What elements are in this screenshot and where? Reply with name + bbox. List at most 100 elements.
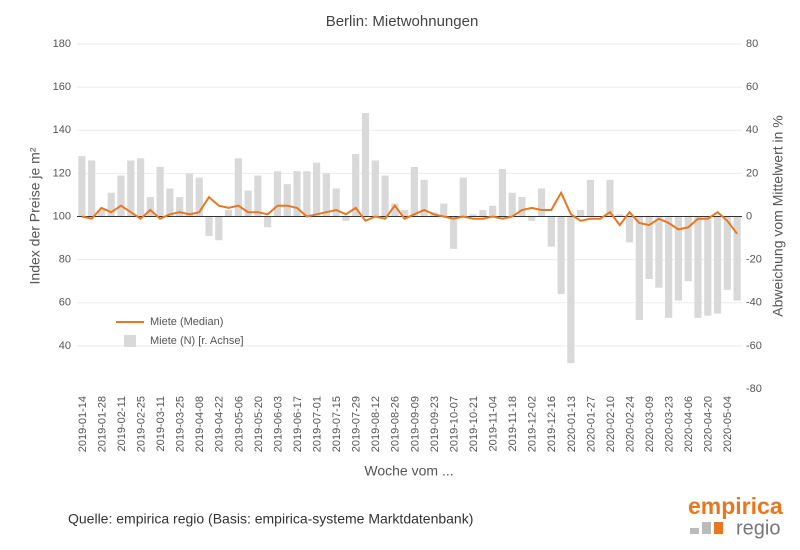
- bar: [156, 166, 164, 217]
- bar: [205, 216, 213, 236]
- x-tick-label: 2019-10-07: [448, 396, 460, 452]
- line: [81, 190, 738, 235]
- y2-axis-title: Abweichung vom Mittelwert in %: [770, 115, 786, 317]
- bar: [283, 184, 291, 217]
- x-tick-label: 2019-03-25: [175, 396, 187, 452]
- y2-tick-label: -20: [746, 254, 762, 266]
- bar: [479, 210, 487, 217]
- bar: [733, 216, 741, 301]
- bar: [234, 158, 242, 217]
- bar: [293, 171, 301, 217]
- x-tick-label: 2019-07-01: [312, 396, 324, 452]
- x-tick-label: 2019-07-29: [351, 396, 363, 452]
- logo-top: empirica: [688, 493, 783, 519]
- bar: [371, 160, 379, 217]
- logo-square: [702, 522, 711, 534]
- y-tick-label: 100: [53, 210, 71, 222]
- bar: [254, 175, 262, 217]
- bar: [361, 113, 370, 217]
- bar: [606, 179, 614, 217]
- bar: [88, 160, 96, 217]
- bar: [674, 216, 683, 301]
- x-tick-label: 2020-05-04: [722, 396, 734, 452]
- chart-title: Berlin: Mietwohnungen: [326, 13, 479, 30]
- legend-label: Miete (N) [r. Achse]: [150, 335, 244, 347]
- bar: [195, 177, 203, 217]
- x-tick-label: 2019-08-26: [390, 396, 402, 452]
- bar: [264, 216, 272, 228]
- bar: [176, 197, 184, 217]
- y-axis-title: Index der Preise je m²: [27, 147, 43, 284]
- logo-square: [690, 528, 699, 534]
- bar: [224, 210, 233, 217]
- bar: [332, 188, 340, 217]
- y2-tick-label: 60: [746, 81, 758, 93]
- bar: [136, 158, 145, 217]
- x-tick-label: 2019-06-03: [272, 396, 284, 452]
- bar: [342, 216, 350, 221]
- y2-tick-label: -40: [746, 297, 762, 309]
- x-tick-label: 2019-09-09: [409, 396, 421, 452]
- y-tick-label: 80: [59, 254, 71, 266]
- bar: [586, 179, 595, 217]
- bar: [244, 190, 252, 217]
- bar: [215, 216, 223, 241]
- bar: [713, 216, 722, 314]
- x-tick-label: 2019-06-17: [292, 396, 304, 452]
- x-tick-label: 2020-04-06: [683, 396, 695, 452]
- x-axis-title: Woche vom ...: [364, 463, 453, 479]
- x-tick-label: 2019-12-16: [546, 396, 558, 452]
- legend-swatch: [124, 335, 136, 347]
- y-tick-label: 120: [53, 167, 71, 179]
- bar: [459, 177, 467, 217]
- bar: [508, 192, 516, 217]
- bar: [78, 156, 86, 217]
- bar: [723, 216, 731, 290]
- x-tick-label: 2019-05-20: [253, 396, 265, 452]
- bar: [625, 216, 634, 243]
- x-tick-label: 2019-02-25: [135, 396, 147, 452]
- bar: [449, 216, 458, 249]
- y-tick-label: 140: [53, 124, 71, 136]
- x-tick-label: 2019-03-11: [155, 396, 167, 451]
- bar: [616, 214, 624, 217]
- bar: [107, 192, 115, 217]
- bar: [185, 173, 194, 217]
- bar: [469, 214, 477, 217]
- x-tick-label: 2019-11-18: [507, 396, 519, 451]
- y2-tick-label: 0: [746, 210, 752, 222]
- bar: [665, 216, 673, 318]
- y2-tick-label: 40: [746, 124, 758, 136]
- y2-tick-label: -60: [746, 340, 762, 352]
- x-tick-label: 2019-04-08: [194, 396, 206, 452]
- bar: [635, 216, 643, 320]
- x-tick-label: 2019-07-15: [331, 396, 343, 452]
- bar: [146, 197, 154, 217]
- bar: [312, 162, 321, 217]
- bar: [401, 210, 409, 217]
- bar: [273, 171, 282, 217]
- y2-tick-label: 20: [746, 167, 758, 179]
- bar: [577, 210, 585, 217]
- bar: [537, 188, 546, 217]
- bar: [498, 169, 507, 217]
- bar: [655, 216, 663, 288]
- x-tick-label: 2019-04-22: [214, 396, 226, 452]
- bar: [391, 203, 399, 217]
- bar: [684, 216, 692, 282]
- source-note: Quelle: empirica regio (Basis: empirica-…: [68, 511, 473, 527]
- x-tick-label: 2019-11-04: [488, 396, 500, 451]
- x-tick-label: 2020-02-24: [624, 396, 636, 452]
- x-tick-label: 2020-03-23: [664, 396, 676, 452]
- bar: [117, 175, 125, 217]
- x-tick-label: 2019-05-06: [233, 396, 245, 452]
- legend-label: Miete (Median): [150, 316, 223, 328]
- x-tick-label: 2020-04-20: [703, 396, 715, 452]
- x-tick-label: 2019-09-23: [429, 396, 441, 452]
- x-tick-label: 2019-01-14: [77, 396, 89, 452]
- y-tick-label: 40: [59, 340, 71, 352]
- bar: [440, 203, 448, 217]
- bar: [547, 216, 555, 247]
- y-tick-label: 160: [53, 81, 71, 93]
- x-tick-label: 2019-01-28: [96, 396, 108, 452]
